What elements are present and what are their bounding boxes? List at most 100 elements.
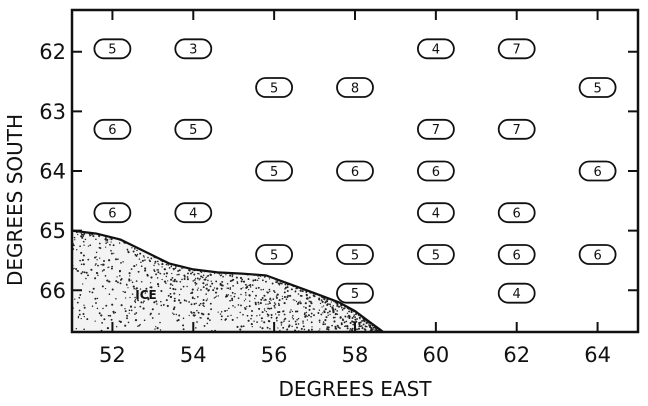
station-marker: 4 [416,38,455,60]
station-marker: 8 [336,77,374,98]
x-tick-label: 62 [503,343,530,367]
station-marker: 7 [497,118,536,140]
station-value: 5 [432,248,440,263]
station-marker: 6 [578,244,617,265]
x-tick-label: 56 [261,343,288,367]
station-value: 6 [108,207,116,222]
station-box [93,202,132,224]
station-box [416,160,455,182]
station-value: 5 [270,248,278,263]
station-box [255,77,294,98]
x-axis-title: DEGREES EAST [279,377,433,401]
station-box [93,118,132,140]
station-value: 8 [351,81,359,96]
station-marker: 6 [336,160,374,182]
station-marker: 6 [497,244,536,265]
station-marker: 5 [416,244,455,265]
x-tick-labels: 52 54 56 58 60 62 64 [99,343,611,367]
station-value: 5 [351,287,359,302]
station-value: 6 [351,165,359,180]
station-box [497,244,536,265]
station-marker: 6 [578,160,617,182]
y-tick-label: 64 [39,160,66,184]
station-value: 5 [189,123,197,138]
station-box [93,38,132,60]
station-marker: 6 [416,160,455,182]
y-tick-labels: 62 63 64 65 66 [39,40,66,303]
station-value: 7 [513,43,521,58]
station-value: 6 [108,123,116,138]
station-marker: 4 [497,282,536,304]
station-value: 5 [593,81,601,96]
station-value: 4 [432,43,440,58]
ice-region [71,229,384,333]
ice-label: ICE [135,288,156,302]
station-box [416,38,455,60]
station-box [174,38,213,60]
station-value: 6 [593,165,601,180]
station-marker: 6 [93,202,132,224]
station-marker: 5 [336,244,374,265]
station-marker: 7 [416,118,455,140]
station-marker: 6 [93,118,132,140]
station-marker: 5 [93,38,132,60]
y-tick-label: 62 [39,40,66,64]
x-tick-label: 64 [584,343,611,367]
station-value: 4 [189,207,197,222]
station-marker: 5 [255,77,294,98]
stations-layer: 5 3 4 7 5 8 5 6 5 7 7 5 6 6 6 6 4 4 6 5 5 5 6 6 5 4 [93,38,617,304]
y-tick-label: 66 [39,279,66,303]
station-marker: 5 [578,77,617,98]
station-marker: 4 [416,202,455,224]
y-axis-title: DEGREES SOUTH [3,114,27,286]
station-box [497,202,536,224]
station-box [255,244,294,265]
ice-fill [72,230,384,332]
station-box [336,160,374,182]
y-tick-label: 65 [39,219,66,243]
ice-edge-line [71,229,384,333]
station-value: 5 [270,165,278,180]
station-value: 5 [108,43,116,58]
station-box [174,202,213,224]
station-box [416,202,455,224]
station-value: 4 [432,207,440,222]
station-marker: 4 [174,202,213,224]
station-value: 3 [189,43,197,58]
station-box [578,160,617,182]
station-marker: 5 [255,244,294,265]
station-box [497,282,536,304]
x-tick-label: 58 [342,343,369,367]
station-marker: 5 [174,118,213,140]
station-box [336,282,374,304]
station-value: 7 [432,123,440,138]
station-box [174,118,213,140]
station-box [336,244,374,265]
station-value: 5 [270,81,278,96]
station-box [497,38,536,60]
station-marker: 7 [497,38,536,60]
station-marker: 6 [497,202,536,224]
station-box [416,244,455,265]
station-marker: 3 [174,38,213,60]
station-value: 6 [513,207,521,222]
station-value: 7 [513,123,521,138]
x-tick-label: 52 [99,343,126,367]
station-value: 5 [351,248,359,263]
station-box [497,118,536,140]
station-value: 4 [513,287,521,302]
tick-marks [72,10,638,332]
station-value: 6 [432,165,440,180]
x-tick-label: 54 [180,343,207,367]
station-value: 6 [513,248,521,263]
station-marker: 5 [336,282,374,304]
y-tick-label: 63 [39,100,66,124]
station-box [255,160,294,182]
station-marker: 5 [255,160,294,182]
x-tick-label: 60 [423,343,450,367]
station-box [336,77,374,98]
station-box [578,77,617,98]
station-box [416,118,455,140]
station-box [578,244,617,265]
